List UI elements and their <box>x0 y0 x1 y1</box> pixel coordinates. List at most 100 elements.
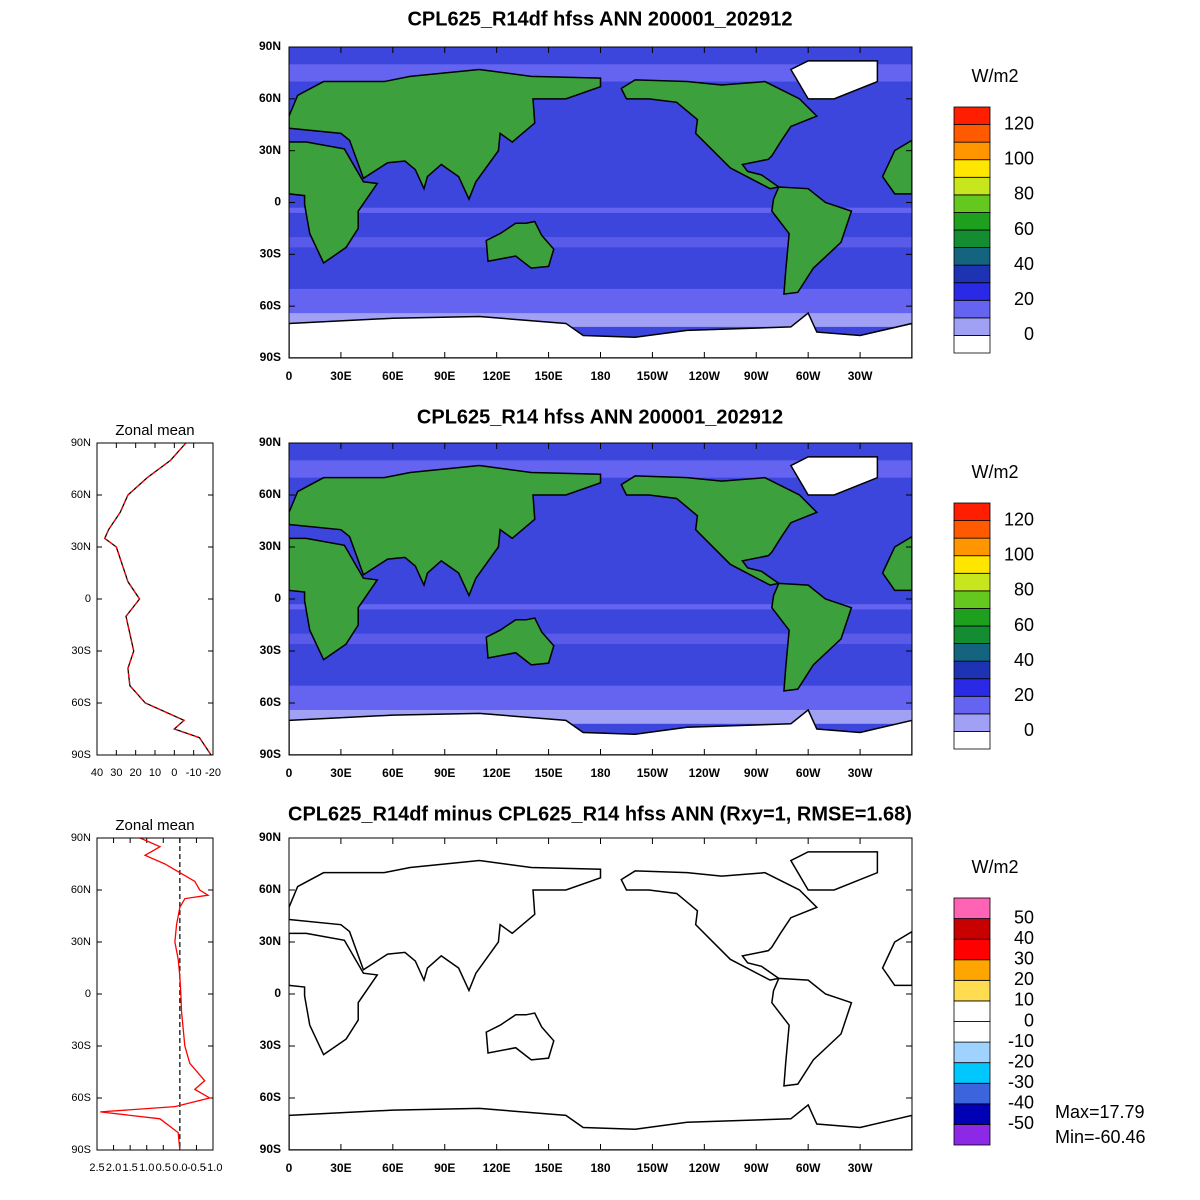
land <box>771 582 853 692</box>
colorbar-box <box>953 159 991 178</box>
y-tick-label: 60N <box>71 884 91 896</box>
x-tick-label: 180 <box>590 369 610 383</box>
colorbar-box <box>953 555 991 574</box>
ocean-band <box>289 633 912 645</box>
x-tick-label: 150E <box>535 369 563 383</box>
ice <box>289 708 912 755</box>
colorbar-box <box>953 660 991 680</box>
y-tick-label: 60S <box>71 697 91 709</box>
land <box>881 139 912 195</box>
x-tick-label: 150E <box>535 766 563 780</box>
colorbar-box <box>953 1062 991 1084</box>
x-tick-label: 1.5 <box>122 1162 137 1174</box>
colorbar-title: W/m2 <box>972 462 1019 482</box>
y-tick-label: 90N <box>71 832 91 844</box>
colorbar-label: 100 <box>1004 148 1034 168</box>
colorbar-box <box>953 979 991 1002</box>
ice <box>789 60 879 100</box>
colorbar-box <box>953 1103 991 1125</box>
y-tick-label: 30N <box>71 541 91 553</box>
colorbar-label: 0 <box>1024 1010 1034 1030</box>
colorbar-box <box>953 572 991 592</box>
colorbar-box <box>953 695 991 715</box>
colorbar-box <box>953 625 991 644</box>
y-tick-label: 60S <box>260 298 281 312</box>
colorbar-box <box>953 537 991 557</box>
y-tick-label: 90N <box>259 39 281 53</box>
x-tick-label: 120W <box>689 766 721 780</box>
x-tick-label: 0.5 <box>156 1162 171 1174</box>
chart-title: CPL625_R14 hfss ANN 200001_202912 <box>417 406 783 428</box>
y-tick-label: 60N <box>259 882 281 896</box>
colorbar-box <box>953 590 991 609</box>
y-tick-label: 0 <box>85 593 91 605</box>
colorbar-box <box>953 212 991 231</box>
land <box>881 535 912 592</box>
x-tick-label: 30W <box>848 369 873 383</box>
ice <box>789 851 879 891</box>
y-tick-label: 60N <box>259 91 281 105</box>
colorbar-box <box>953 520 991 539</box>
chart-title: CPL625_R14df hfss ANN 200001_202912 <box>407 8 792 30</box>
colorbar-box <box>953 1082 991 1105</box>
colorbar-label: 40 <box>1014 650 1034 670</box>
colorbar-box <box>953 176 991 196</box>
colorbar-box <box>953 229 991 248</box>
x-tick-label: 150W <box>637 1161 669 1175</box>
y-tick-label: 30N <box>71 936 91 948</box>
land <box>881 930 912 987</box>
colorbar-label: 50 <box>1014 907 1034 927</box>
colorbar-label: 120 <box>1004 509 1034 529</box>
colorbar-box <box>953 317 991 336</box>
x-tick-label: 30W <box>848 1161 873 1175</box>
colorbar-box <box>953 247 991 266</box>
colorbar-box <box>953 299 991 319</box>
x-tick-label: 60W <box>796 1161 821 1175</box>
y-tick-label: 90S <box>71 749 91 761</box>
colorbar-label: 20 <box>1014 969 1034 989</box>
y-tick-label: 0 <box>85 988 91 1000</box>
y-tick-label: 30S <box>71 1040 91 1052</box>
zonal-line <box>103 442 212 756</box>
y-tick-label: 60N <box>259 487 281 501</box>
y-tick-label: 60N <box>71 489 91 501</box>
y-tick-label: 30N <box>259 934 281 948</box>
y-tick-label: 90N <box>259 830 281 844</box>
x-tick-label: 120W <box>689 1161 721 1175</box>
land <box>289 464 602 598</box>
colorbar-label: -30 <box>1008 1072 1034 1092</box>
colorbar-label: 10 <box>1014 990 1034 1010</box>
ocean-band <box>289 604 912 610</box>
frame <box>96 837 214 1151</box>
x-tick-label: 30W <box>848 766 873 780</box>
annotation: Min=-60.46 <box>1055 1127 1146 1147</box>
map-field <box>289 838 912 1150</box>
chart-title: CPL625_R14df minus CPL625_R14 hfss ANN (… <box>288 803 912 825</box>
colorbar-box <box>953 264 991 284</box>
colorbar-label: 20 <box>1014 289 1034 309</box>
y-tick-label: 60S <box>260 695 281 709</box>
colorbar-box <box>953 124 991 143</box>
x-tick-label: 20 <box>130 767 142 779</box>
y-tick-label: 0 <box>274 986 281 1000</box>
ice <box>289 311 912 358</box>
y-tick-label: 60S <box>71 1092 91 1104</box>
land <box>620 870 819 981</box>
colorbar-label: -20 <box>1008 1051 1034 1071</box>
land <box>289 537 379 661</box>
x-tick-label: 60E <box>382 766 403 780</box>
ocean-band <box>289 288 912 314</box>
colorbar-label: -10 <box>1008 1031 1034 1051</box>
map-field <box>289 443 912 755</box>
colorbar-label: -50 <box>1008 1113 1034 1133</box>
land <box>289 68 602 201</box>
y-tick-label: 60S <box>260 1090 281 1104</box>
x-tick-label: 0 <box>286 1161 293 1175</box>
x-tick-label: 0 <box>286 766 293 780</box>
x-tick-label: 10 <box>149 767 161 779</box>
y-tick-label: 0 <box>274 591 281 605</box>
colorbar-label: 120 <box>1004 113 1034 133</box>
x-tick-label: 60W <box>796 369 821 383</box>
land <box>485 1012 555 1061</box>
